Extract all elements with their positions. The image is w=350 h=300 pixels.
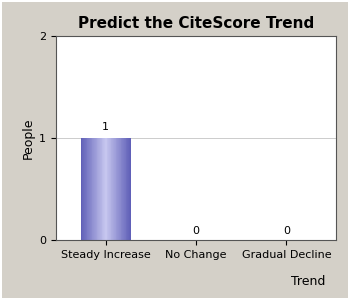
Bar	[110, 138, 111, 240]
Bar	[121, 138, 122, 240]
Title: Predict the CiteScore Trend: Predict the CiteScore Trend	[78, 16, 314, 31]
Bar	[104, 138, 105, 240]
Bar	[116, 138, 117, 240]
Bar	[91, 138, 92, 240]
Bar	[117, 138, 118, 240]
Bar	[130, 138, 131, 240]
Bar	[105, 138, 106, 240]
Text: Trend: Trend	[291, 275, 326, 288]
Bar	[112, 138, 113, 240]
Bar	[82, 138, 83, 240]
Text: 1: 1	[102, 122, 109, 132]
Bar	[88, 138, 89, 240]
Bar	[111, 138, 112, 240]
Bar	[99, 138, 100, 240]
Bar	[119, 138, 120, 240]
Bar	[89, 138, 90, 240]
Text: 0: 0	[283, 226, 290, 236]
Bar	[87, 138, 88, 240]
Bar	[115, 138, 116, 240]
Bar	[120, 138, 121, 240]
Bar	[96, 138, 97, 240]
Bar	[103, 138, 104, 240]
Bar	[81, 138, 82, 240]
Bar	[124, 138, 125, 240]
Bar	[94, 138, 95, 240]
Y-axis label: People: People	[22, 117, 35, 159]
Bar	[92, 138, 93, 240]
Bar	[127, 138, 128, 240]
Bar	[98, 138, 99, 240]
Bar	[118, 138, 119, 240]
Bar	[90, 138, 91, 240]
Bar	[100, 138, 101, 240]
Bar	[85, 138, 86, 240]
Text: 0: 0	[193, 226, 200, 236]
Bar	[97, 138, 98, 240]
Bar	[122, 138, 123, 240]
Bar	[107, 138, 108, 240]
Bar	[126, 138, 127, 240]
Bar	[109, 138, 110, 240]
Bar	[84, 138, 85, 240]
Bar	[108, 138, 109, 240]
Bar	[125, 138, 126, 240]
Bar	[86, 138, 87, 240]
Bar	[114, 138, 115, 240]
Bar	[101, 138, 102, 240]
Bar	[123, 138, 124, 240]
Bar	[128, 138, 129, 240]
Bar	[83, 138, 84, 240]
Bar	[106, 138, 107, 240]
Bar	[95, 138, 96, 240]
Bar	[113, 138, 114, 240]
Bar	[102, 138, 103, 240]
Bar	[93, 138, 94, 240]
Bar	[129, 138, 130, 240]
